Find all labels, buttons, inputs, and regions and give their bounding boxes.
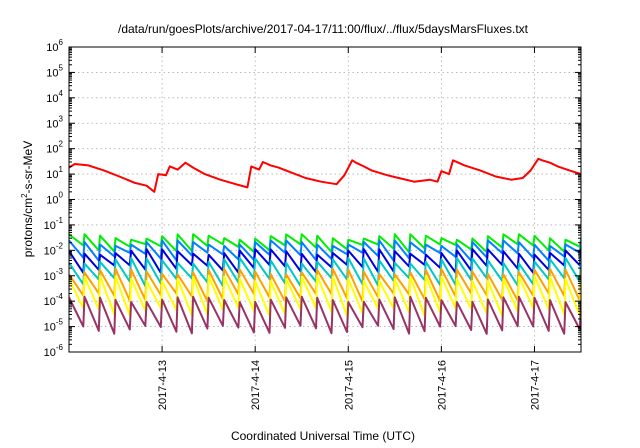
y-tick-label: 104 <box>46 89 63 105</box>
x-tick-label: 2017-4-13 <box>157 360 169 410</box>
y-axis-label-unit: -s-sr-MeV <box>21 141 35 194</box>
y-tick-label: 101 <box>46 165 63 181</box>
x-axis-label: Coordinated Universal Time (UTC) <box>231 429 415 443</box>
y-tick-label: 10-1 <box>44 216 64 232</box>
x-tick-label: 2017-4-15 <box>343 360 355 410</box>
x-tick-label: 2017-4-14 <box>250 360 262 410</box>
grid <box>69 47 581 352</box>
y-tick-label: 103 <box>46 114 63 130</box>
y-axis-ticks: 10-6 10-5 10-4 10-3 10-2 10-1 100 101 102 103 104 1… <box>44 38 581 359</box>
y-tick-label: 10-3 <box>44 267 64 283</box>
x-tick-label: 2017-4-16 <box>436 360 448 410</box>
x-tick-label: 2017-4-17 <box>529 360 541 410</box>
y-tick-label: 10-4 <box>44 292 64 308</box>
y-axis-label-superscript: 2 <box>20 193 29 198</box>
y-tick-label: 102 <box>46 140 63 156</box>
y-tick-label: 10-6 <box>44 343 64 359</box>
series-line-1 <box>69 157 581 193</box>
y-axis-label-main: protons/cm <box>21 198 35 257</box>
y-tick-label: 106 <box>46 38 63 54</box>
y-tick-label: 10-2 <box>44 241 64 257</box>
x-axis-ticks: 2017-4-13 2017-4-14 2017-4-15 2017-4-16 2017… <box>157 47 541 410</box>
series-line-8 <box>69 295 581 335</box>
y-tick-label: 10-5 <box>44 318 64 334</box>
y-axis-label: protons/cm2-s-sr-MeV <box>20 141 35 257</box>
y-tick-label: 105 <box>46 63 63 79</box>
chart-title: /data/run/goesPlots/archive/2017-04-17/1… <box>118 22 529 36</box>
series-layer <box>69 157 581 335</box>
y-tick-label: 100 <box>46 191 63 207</box>
